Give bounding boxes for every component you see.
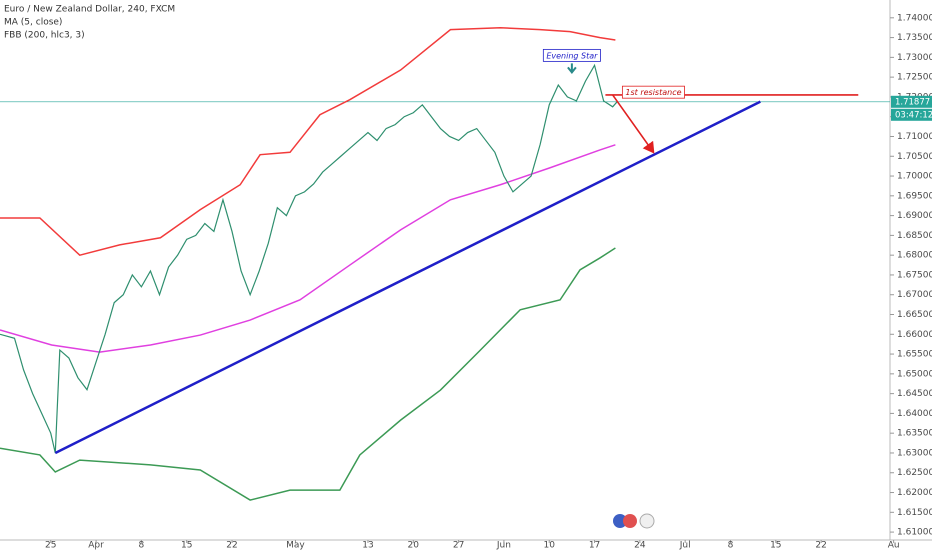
indicator-label: FBB (200, hlc3, 3) xyxy=(4,31,85,41)
price-label: 1.71877 xyxy=(895,97,930,107)
x-tick-label: Apr xyxy=(88,541,104,550)
annotation-box xyxy=(542,48,601,62)
countdown-box xyxy=(891,108,932,121)
icon[interactable] xyxy=(613,514,627,528)
y-tick-label: 1.69000 xyxy=(897,211,932,221)
toolbar-icons[interactable] xyxy=(613,513,655,529)
y-tick-label: 1.69500 xyxy=(897,191,932,201)
x-tick-label: 22 xyxy=(226,541,237,550)
y-tick-label: 1.65500 xyxy=(897,350,932,360)
x-tick-label: 17 xyxy=(589,541,600,550)
y-tick-label: 1.68500 xyxy=(897,231,932,241)
y-tick-label: 1.61500 xyxy=(897,508,932,518)
y-tick-label: 1.73000 xyxy=(897,53,932,63)
y-tick-label: 1.74000 xyxy=(897,13,932,23)
series-line xyxy=(0,247,616,501)
y-tick-label: 1.70500 xyxy=(897,152,932,162)
y-tick-label: 1.63000 xyxy=(897,448,932,458)
x-tick-label: Jun xyxy=(496,541,511,550)
x-tick-label: 15 xyxy=(181,541,192,550)
plot-area xyxy=(0,26,890,501)
trendline xyxy=(54,100,761,455)
y-tick-label: 1.65000 xyxy=(897,369,932,379)
y-tick-label: 1.66500 xyxy=(897,310,932,320)
x-tick-label: 15 xyxy=(770,541,781,550)
y-tick-label: 1.67500 xyxy=(897,270,932,280)
x-tick-label: 20 xyxy=(408,541,420,550)
x-tick-label: 27 xyxy=(453,541,464,550)
icon[interactable] xyxy=(623,514,637,528)
y-tick-label: 1.64000 xyxy=(897,409,932,419)
countdown: 03:47:12 xyxy=(895,110,932,120)
y-tick-label: 1.68000 xyxy=(897,251,932,261)
y-tick-label: 1.64500 xyxy=(897,389,932,399)
y-tick-label: 1.62500 xyxy=(897,468,932,478)
y-tick-label: 1.62000 xyxy=(897,488,932,498)
x-tick-label: 8 xyxy=(139,541,145,550)
annotation-arrow xyxy=(567,63,577,74)
annotation-text: Evening Star xyxy=(546,51,598,60)
x-tick-label: 25 xyxy=(45,541,56,550)
y-tick-label: 1.72500 xyxy=(897,73,932,83)
y-tick-label: 1.63500 xyxy=(897,429,932,439)
y-tick-label: 1.61000 xyxy=(897,528,932,538)
icon[interactable] xyxy=(639,513,655,529)
arrow xyxy=(612,94,655,154)
x-tick-label: 22 xyxy=(815,541,826,550)
x-tick-label: 13 xyxy=(362,541,373,550)
series-line xyxy=(0,144,616,353)
y-tick-label: 1.67000 xyxy=(897,290,932,300)
annotation-box xyxy=(621,85,685,99)
y-tick-label: 1.73500 xyxy=(897,33,932,43)
y-tick-label: 1.71000 xyxy=(897,132,932,142)
annotation-text: 1st resistance xyxy=(625,88,681,97)
series-line xyxy=(0,63,618,454)
price-label-box xyxy=(891,95,932,108)
chart-title: Euro / New Zealand Dollar, 240, FXCM xyxy=(4,5,175,15)
x-tick-label: Jul xyxy=(679,541,691,550)
x-tick-label: Au xyxy=(888,541,900,550)
x-tick-label: 10 xyxy=(543,541,555,550)
x-tick-label: 24 xyxy=(634,541,646,550)
x-tick-label: 8 xyxy=(728,541,734,550)
indicator-label: MA (5, close) xyxy=(4,18,62,28)
x-tick-label: May xyxy=(286,541,305,550)
y-tick-label: 1.70000 xyxy=(897,172,932,182)
series-line xyxy=(0,26,616,256)
y-tick-label: 1.66000 xyxy=(897,330,932,340)
